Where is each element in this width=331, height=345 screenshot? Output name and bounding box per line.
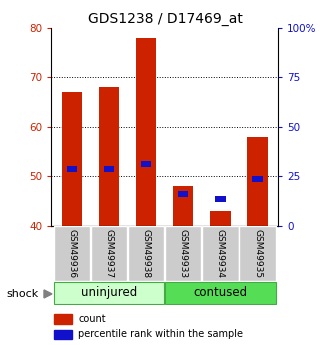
Bar	[104, 166, 114, 172]
Bar	[141, 161, 151, 167]
Bar	[165, 226, 202, 281]
Polygon shape	[44, 290, 52, 298]
Text: contused: contused	[193, 286, 248, 299]
Bar	[165, 282, 276, 304]
Bar	[210, 211, 231, 226]
Text: GSM49936: GSM49936	[67, 229, 76, 278]
Bar	[247, 137, 268, 226]
Bar	[67, 166, 77, 172]
Bar	[54, 282, 164, 304]
Text: GSM49938: GSM49938	[142, 229, 151, 278]
Text: GSM49935: GSM49935	[253, 229, 262, 278]
Bar	[62, 92, 82, 226]
Text: GDS1238 / D17469_at: GDS1238 / D17469_at	[88, 12, 243, 26]
Bar	[173, 186, 194, 226]
Bar	[128, 226, 164, 281]
Text: GSM49937: GSM49937	[104, 229, 114, 278]
Bar	[54, 314, 71, 324]
Bar	[253, 176, 263, 182]
Bar	[91, 226, 127, 281]
Bar	[239, 226, 276, 281]
Text: count: count	[78, 314, 106, 324]
Bar	[215, 196, 226, 202]
Bar	[54, 226, 90, 281]
Bar	[99, 87, 119, 226]
Bar	[136, 38, 156, 226]
Text: GSM49933: GSM49933	[179, 229, 188, 278]
Bar	[202, 226, 239, 281]
Text: uninjured: uninjured	[81, 286, 137, 299]
Bar	[54, 330, 71, 339]
Text: GSM49934: GSM49934	[216, 229, 225, 278]
Text: shock: shock	[7, 289, 39, 299]
Bar	[178, 191, 188, 197]
Text: percentile rank within the sample: percentile rank within the sample	[78, 329, 243, 339]
